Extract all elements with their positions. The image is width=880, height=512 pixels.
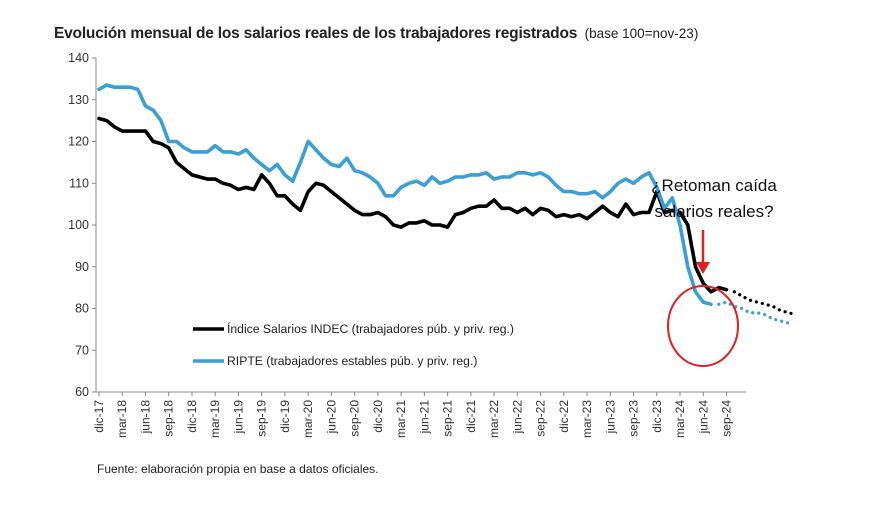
- x-tick-label: jun-18: [138, 400, 152, 435]
- highlight-ellipse: [667, 285, 739, 367]
- y-tick-label: 60: [75, 385, 89, 399]
- y-tick-label: 100: [68, 218, 89, 232]
- y-tick-label: 110: [69, 176, 89, 190]
- chart-title-main: Evolución mensual de los salarios reales…: [54, 25, 578, 42]
- x-tick-label: jun-23: [603, 400, 617, 435]
- x-tick-label: sep-23: [627, 400, 641, 437]
- annotation-text-line1: ¿Retoman caída: [651, 176, 777, 195]
- source-note: Fuente: elaboración propia en base a dat…: [97, 462, 379, 476]
- annotation-text-line2: salarios reales?: [654, 202, 773, 221]
- y-tick-label: 120: [68, 135, 89, 149]
- x-tick-label: mar-24: [673, 400, 687, 438]
- x-tick-label: jun-22: [510, 400, 524, 435]
- x-tick-label: sep-18: [162, 400, 176, 437]
- x-tick-label: mar-21: [394, 400, 408, 438]
- chart-title-base: (base 100=nov-23): [584, 26, 699, 41]
- x-tick-label: sep-21: [441, 400, 455, 437]
- y-tick-label: 130: [68, 93, 89, 107]
- x-tick-label: dic-23: [650, 400, 664, 433]
- x-tick-label: dic-17: [92, 400, 106, 433]
- x-tick-label: jun-20: [324, 400, 338, 435]
- x-tick-label: mar-19: [208, 400, 222, 438]
- x-tick-label: mar-22: [487, 400, 501, 438]
- y-tick-label: 70: [75, 343, 89, 357]
- series-line-2: [732, 290, 798, 317]
- series-line-1: [97, 83, 713, 307]
- x-tick-label: jun-24: [696, 400, 710, 435]
- x-tick-label: dic-19: [278, 400, 292, 433]
- chart-title: Evolución mensual de los salarios reales…: [54, 25, 698, 43]
- series-line-3: [717, 300, 791, 325]
- x-tick-label: mar-20: [301, 400, 315, 438]
- x-tick-label: sep-24: [720, 400, 734, 437]
- x-tick-label: dic-22: [557, 400, 571, 433]
- x-tick-label: mar-23: [580, 400, 594, 438]
- series-line-0: [97, 116, 729, 294]
- x-tick-label: dic-20: [371, 400, 385, 433]
- y-tick-label: 140: [68, 51, 89, 65]
- legend-label-ripte: RIPTE (trabajadores estables púb. y priv…: [227, 354, 477, 368]
- legend-label-indec: Índice Salarios INDEC (trabajadores púb.…: [227, 321, 514, 336]
- x-tick-label: jun-21: [417, 400, 431, 435]
- x-tick-label: sep-22: [534, 400, 548, 437]
- y-tick-label: 80: [75, 302, 89, 316]
- x-tick-label: jun-19: [231, 400, 245, 435]
- x-tick-label: dic-21: [464, 400, 478, 433]
- x-tick-label: mar-18: [115, 400, 129, 438]
- x-tick-label: dic-18: [185, 400, 199, 433]
- x-tick-label: sep-19: [255, 400, 269, 437]
- y-tick-label: 90: [75, 260, 89, 274]
- x-tick-label: sep-20: [348, 400, 362, 437]
- annotation-arrow-head: [696, 262, 710, 274]
